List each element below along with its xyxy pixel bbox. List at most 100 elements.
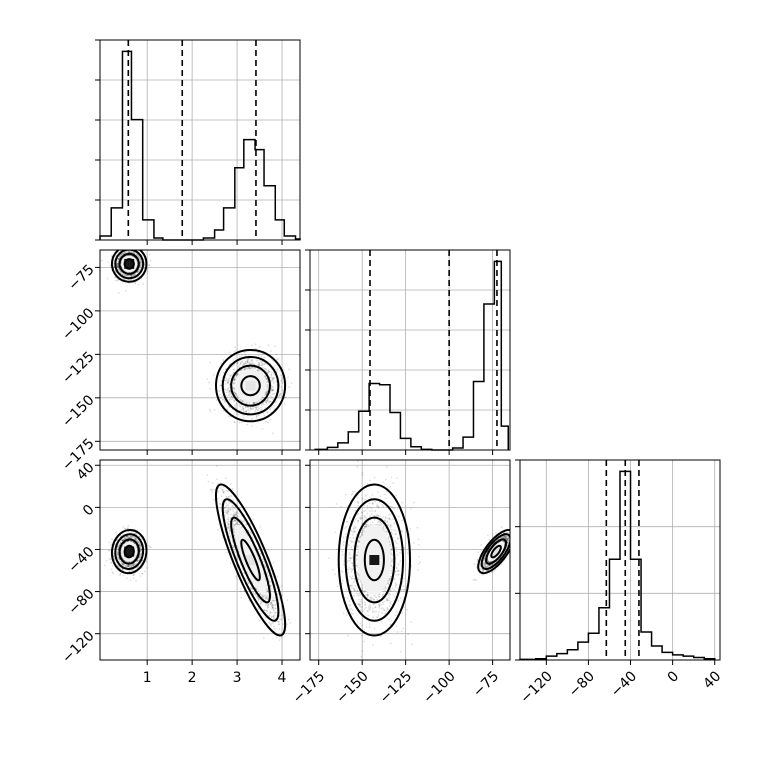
joint-p0-p2-point: [258, 597, 261, 600]
joint-p0-p2-point: [134, 537, 137, 539]
hist-p1-bin-6: [380, 385, 390, 450]
joint-p0-p1-point: [276, 358, 279, 361]
joint-p0-p1-point: [258, 404, 260, 407]
joint-p0-p2-point: [141, 572, 144, 575]
joint-p0-p1-point: [258, 407, 260, 410]
hist-p1-bin-4: [359, 411, 369, 450]
joint-p0-p1-point: [278, 395, 281, 398]
joint-p0-p1-point: [233, 404, 236, 407]
joint-p0-p1-point: [272, 376, 275, 379]
joint-p0-p2-point: [142, 559, 144, 562]
joint-p0-p2-point: [126, 565, 129, 568]
joint-p0-p2-point: [272, 561, 275, 564]
joint-p0-p1-point: [134, 246, 136, 248]
joint-p0-p1-point: [140, 261, 143, 264]
joint-p0-p1-point: [219, 396, 222, 399]
joint-p0-p2-point: [122, 574, 125, 577]
joint-p0-p1-point: [269, 400, 272, 403]
joint-p0-p2-point: [270, 602, 273, 605]
joint-p0-p1-point: [251, 366, 254, 369]
joint-p0-p1-point: [119, 271, 122, 273]
joint-p0-p1-point: [261, 360, 264, 363]
joint-p0-p1-point: [219, 374, 221, 377]
joint-p0-p2-point: [128, 536, 130, 539]
joint-p0-p1-point: [125, 274, 128, 277]
joint-p0-p1-point: [209, 388, 212, 390]
joint-p0-p2-point: [111, 538, 114, 541]
joint-p0-p1-point: [248, 357, 251, 360]
joint-p0-p2-point: [121, 563, 124, 566]
hist-p0-histogram: [99, 50, 301, 241]
joint-p0-p2-point: [145, 560, 148, 563]
joint-p0-p2-point: [137, 559, 139, 562]
joint-p0-p2-point: [123, 537, 126, 540]
joint-p0-p1-point: [228, 390, 231, 393]
joint-p0-p1-point: [259, 406, 262, 409]
joint-p0-p1-point: [274, 345, 277, 348]
joint-p0-p2-point: [130, 565, 133, 568]
joint-p0-p1-point: [271, 389, 273, 391]
joint-p0-p1-point: [147, 268, 149, 270]
joint-p0-p1-point: [239, 361, 242, 364]
joint-p0-p1-point: [258, 363, 261, 366]
joint-p0-p2-point: [248, 600, 251, 602]
joint-p0-p1-point: [270, 373, 273, 376]
joint-p0-p1-point: [279, 393, 282, 396]
joint-p0-p1-point: [127, 251, 129, 254]
joint-p0-p1-point: [245, 411, 248, 413]
joint-p0-p2-point: [256, 595, 259, 598]
joint-p0-p1-point: [247, 406, 249, 409]
joint-p0-p2-point: [113, 559, 116, 561]
joint-p0-p1-point: [233, 376, 236, 379]
joint-p0-p1-point: [234, 350, 236, 352]
joint-p0-p2-point: [108, 549, 111, 551]
joint-p0-p2-point: [127, 536, 130, 539]
joint-p0-p1-point: [233, 391, 236, 394]
joint-p0-p2-point: [252, 591, 255, 593]
joint-p0-p1-point: [116, 263, 118, 266]
joint-p0-p1-point: [240, 369, 243, 372]
joint-p0-p2-point: [108, 558, 111, 560]
joint-p0-p2-point: [130, 537, 132, 539]
joint-p0-p2-point: [140, 552, 143, 555]
joint-p0-p1-point: [265, 368, 267, 371]
joint-p0-p1-point: [258, 361, 261, 364]
joint-p0-p1-point: [241, 400, 244, 403]
joint-p0-p1-point: [136, 245, 138, 247]
joint-p0-p1-point: [124, 289, 127, 292]
joint-p0-p1-point: [244, 367, 247, 370]
joint-p0-p1-point: [238, 363, 240, 366]
joint-p0-p1-point: [132, 251, 134, 254]
joint-p0-p2-point: [131, 563, 133, 566]
joint-p0-p1-point: [227, 379, 230, 382]
joint-p0-p1-point: [274, 368, 277, 371]
joint-p0-p2-point: [130, 536, 133, 538]
joint-p0-p1-point: [215, 399, 218, 401]
joint-p0-p1-point: [284, 396, 287, 399]
joint-p0-p2-point: [124, 565, 127, 568]
joint-p0-p1-point: [132, 273, 135, 276]
joint-p0-p1-point: [254, 401, 257, 404]
joint-p0-p1-point: [239, 362, 242, 365]
hist-p1-bin-17: [494, 261, 501, 450]
joint-p0-p1-point: [228, 351, 231, 354]
joint-p0-p1-point: [251, 417, 254, 420]
joint-p0-p2-point: [133, 563, 135, 566]
joint-p0-p2-point: [115, 561, 117, 564]
joint-p0-p1-point: [250, 366, 253, 369]
joint-p0-p2-point: [226, 512, 229, 515]
joint-p0-p1-point: [226, 373, 229, 376]
joint-p0-p1-point: [241, 354, 243, 357]
joint-p0-p1-point: [148, 253, 151, 256]
joint-p0-p2-contour-0-3: [110, 528, 148, 575]
joint-p0-p2-point: [144, 570, 146, 573]
joint-p0-p2-point: [125, 564, 128, 567]
joint-p0-p2-point: [272, 604, 275, 606]
joint-p0-p2-point: [137, 541, 140, 544]
joint-p0-p1-point: [248, 402, 251, 404]
joint-p0-p2-point: [117, 545, 120, 548]
joint-p0-p1-point: [132, 274, 135, 276]
joint-p0-p1-point: [237, 413, 240, 416]
joint-p0-p2-point: [127, 524, 130, 527]
joint-p0-p2-point: [127, 564, 130, 567]
